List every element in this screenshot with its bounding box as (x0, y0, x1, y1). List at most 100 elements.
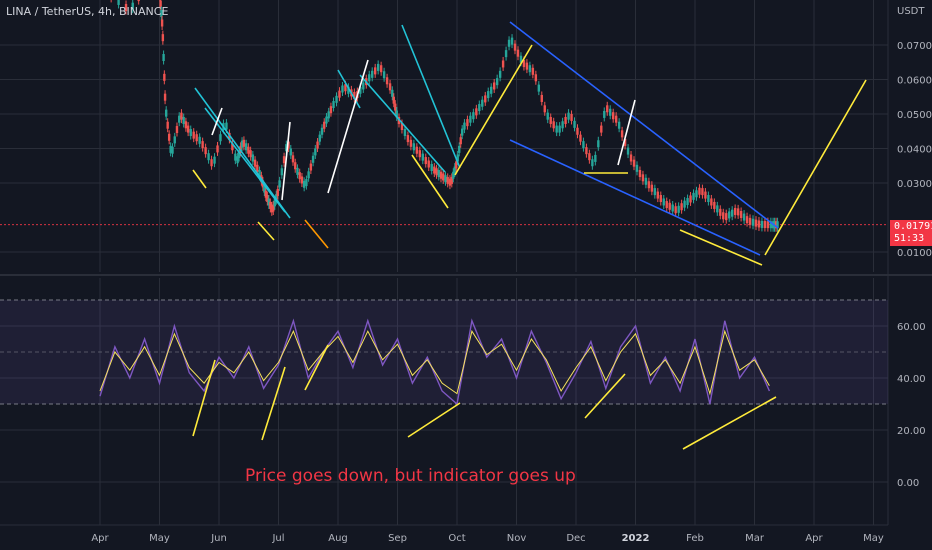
price-candle (558, 125, 561, 133)
price-candle (291, 155, 295, 163)
price-candle (635, 164, 639, 172)
price-candle (167, 133, 171, 141)
price-candle (359, 86, 362, 94)
price-candle (273, 199, 276, 207)
rsi-tick-label: 60.00 (897, 322, 926, 333)
unit-label: USDT (897, 6, 925, 17)
price-candle (585, 147, 588, 155)
price-candle (671, 204, 674, 212)
price-candle (549, 116, 552, 124)
price-candle (201, 141, 204, 149)
price-candle (461, 128, 464, 136)
price-candle (644, 177, 648, 185)
price-candle (195, 134, 198, 142)
rsi-tick-label: 20.00 (897, 426, 926, 437)
price-candle (300, 176, 304, 184)
price-candle (253, 159, 257, 167)
price-candle (458, 145, 461, 153)
price-candle (606, 105, 609, 113)
price-candle (701, 188, 704, 196)
price-candle (564, 116, 567, 124)
price-candle (159, 0, 162, 8)
price-candle (435, 168, 438, 176)
price-candle (327, 111, 330, 119)
price-candle (117, 0, 120, 5)
price-candle (439, 171, 443, 179)
price-candle (466, 119, 469, 127)
price-candle (662, 198, 665, 206)
price-candle (719, 208, 722, 216)
price-candle (754, 219, 758, 227)
price-candle (240, 140, 244, 148)
price-candle (704, 191, 707, 199)
price-candle (469, 115, 472, 123)
price-candle (237, 151, 241, 159)
price-candle (710, 198, 713, 206)
price-tick-label: 0.01000 (897, 248, 932, 259)
price-candle (305, 179, 308, 187)
trend-line-cyan (337, 69, 361, 109)
price-candle (653, 188, 657, 196)
price-candle (173, 136, 176, 144)
price-candle (448, 178, 452, 186)
price-candle (269, 201, 272, 209)
price-candle (531, 67, 535, 75)
price-candle (278, 180, 281, 188)
price-candle (332, 101, 335, 109)
arrow-yellow (454, 44, 533, 176)
price-candle (487, 91, 490, 99)
price-candle (751, 218, 755, 226)
annotation-caption: Price goes down, but indicator goes up (245, 466, 576, 486)
price-candle (742, 213, 746, 221)
price-candle (280, 168, 284, 176)
price-candle (611, 112, 615, 120)
time-tick-label: Feb (686, 533, 704, 544)
price-candle (244, 143, 248, 151)
price-candle (180, 112, 183, 120)
price-candle (247, 146, 250, 154)
price-candle (478, 104, 481, 112)
time-tick-label: May (863, 533, 884, 544)
time-tick-label: 2022 (622, 533, 650, 544)
price-candle (455, 161, 458, 169)
arrow-yellow (192, 169, 207, 189)
price-candle (452, 171, 455, 179)
arrow-white (211, 107, 223, 136)
price-candle (745, 216, 749, 224)
price-candle (600, 125, 603, 133)
price-candle (289, 148, 292, 156)
price-candle (617, 121, 621, 129)
arrow-white (281, 121, 291, 201)
price-candle (391, 89, 394, 97)
rsi-arrow-yellow (261, 366, 286, 441)
price-candle (160, 19, 164, 27)
price-candle (424, 157, 427, 165)
price-candle (492, 82, 496, 90)
price-candle (522, 60, 526, 68)
price-candle (442, 173, 445, 181)
price-candle (748, 217, 752, 225)
price-candle (573, 120, 576, 128)
price-candle (258, 170, 261, 178)
rsi-arrow-yellow (407, 402, 461, 438)
price-candle (376, 63, 380, 71)
trend-line-cyan (359, 74, 446, 173)
price-candle (677, 205, 680, 213)
price-candle (379, 65, 383, 73)
price-candle (418, 150, 422, 158)
price-candle (707, 195, 710, 203)
price-candle (501, 60, 505, 68)
price-candle (131, 2, 134, 10)
arrow-yellow (411, 154, 449, 209)
price-candle (162, 54, 165, 62)
price-candle (368, 74, 371, 82)
price-candle (498, 70, 502, 78)
rsi-arrow-yellow (584, 373, 626, 419)
arrow-orange (304, 219, 329, 249)
arrow-white (617, 99, 636, 166)
price-candle (722, 212, 725, 220)
price-candle (236, 156, 239, 164)
price-candle (534, 74, 538, 82)
price-candle (728, 211, 731, 219)
